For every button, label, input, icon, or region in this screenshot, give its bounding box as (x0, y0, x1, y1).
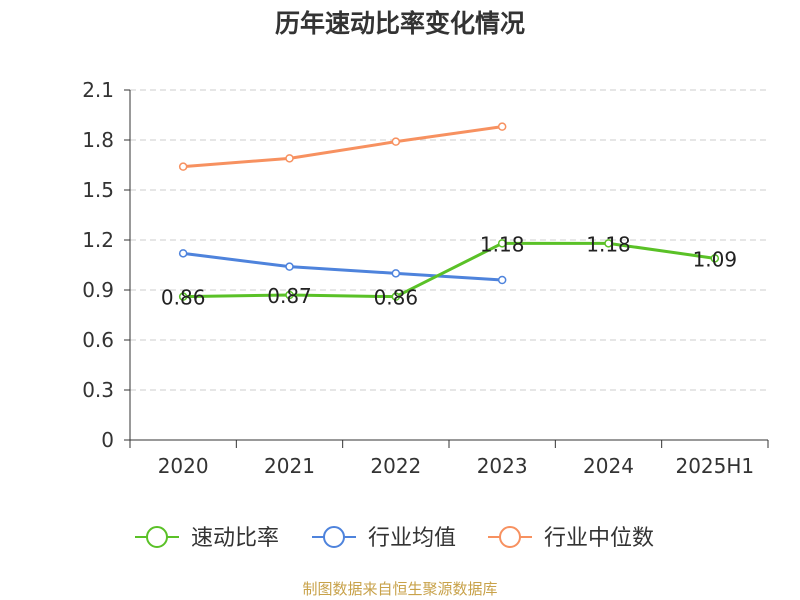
x-tick-label: 2025H1 (675, 454, 754, 478)
data-point (178, 249, 188, 258)
x-tick-label: 2022 (370, 454, 421, 478)
data-point (497, 122, 507, 131)
data-label: 1.18 (586, 232, 631, 256)
data-point (391, 137, 401, 146)
data-label: 0.86 (161, 286, 206, 310)
legend-marker-icon (323, 526, 345, 548)
data-point (178, 292, 188, 301)
y-tick-label: 0.3 (82, 378, 114, 402)
data-point (178, 162, 188, 171)
y-tick-label: 0.6 (82, 328, 114, 352)
series-line-0 (183, 241, 716, 299)
legend-label: 行业中位数 (544, 526, 654, 551)
data-point (604, 239, 613, 248)
data-label: 0.86 (374, 286, 419, 310)
series-line-2 (183, 125, 503, 169)
x-tick-label: 2020 (158, 454, 209, 478)
data-label: 1.09 (693, 247, 738, 271)
data-point (497, 239, 507, 248)
data-point (391, 269, 401, 278)
legend-marker-icon (499, 526, 521, 548)
y-tick-label: 1.2 (82, 228, 114, 252)
x-tick-label: 2023 (477, 454, 528, 478)
data-point (285, 154, 294, 163)
y-tick-label: 0 (101, 428, 114, 452)
x-tick-label: 2021 (264, 454, 315, 478)
data-point (710, 254, 720, 263)
data-point (497, 275, 507, 285)
chart-title: 历年速动比率变化情况 (274, 9, 525, 38)
data-label: 1.18 (480, 232, 525, 256)
y-tick-label: 1.8 (82, 128, 114, 152)
data-label: 0.87 (267, 284, 312, 308)
legend-label: 行业均值 (368, 526, 456, 551)
data-point (285, 290, 294, 300)
y-tick-label: 0.9 (82, 278, 114, 302)
series-line-1 (182, 251, 503, 282)
data-point (285, 262, 294, 271)
data-source-note: 制图数据来自恒生聚源数据库 (302, 580, 498, 598)
legend-marker-icon (146, 526, 168, 548)
x-tick-label: 2024 (583, 454, 634, 478)
legend-label: 速动比率 (191, 526, 279, 551)
y-tick-label: 1.5 (82, 178, 114, 202)
data-point (391, 292, 401, 301)
y-tick-label: 2.1 (82, 78, 114, 102)
